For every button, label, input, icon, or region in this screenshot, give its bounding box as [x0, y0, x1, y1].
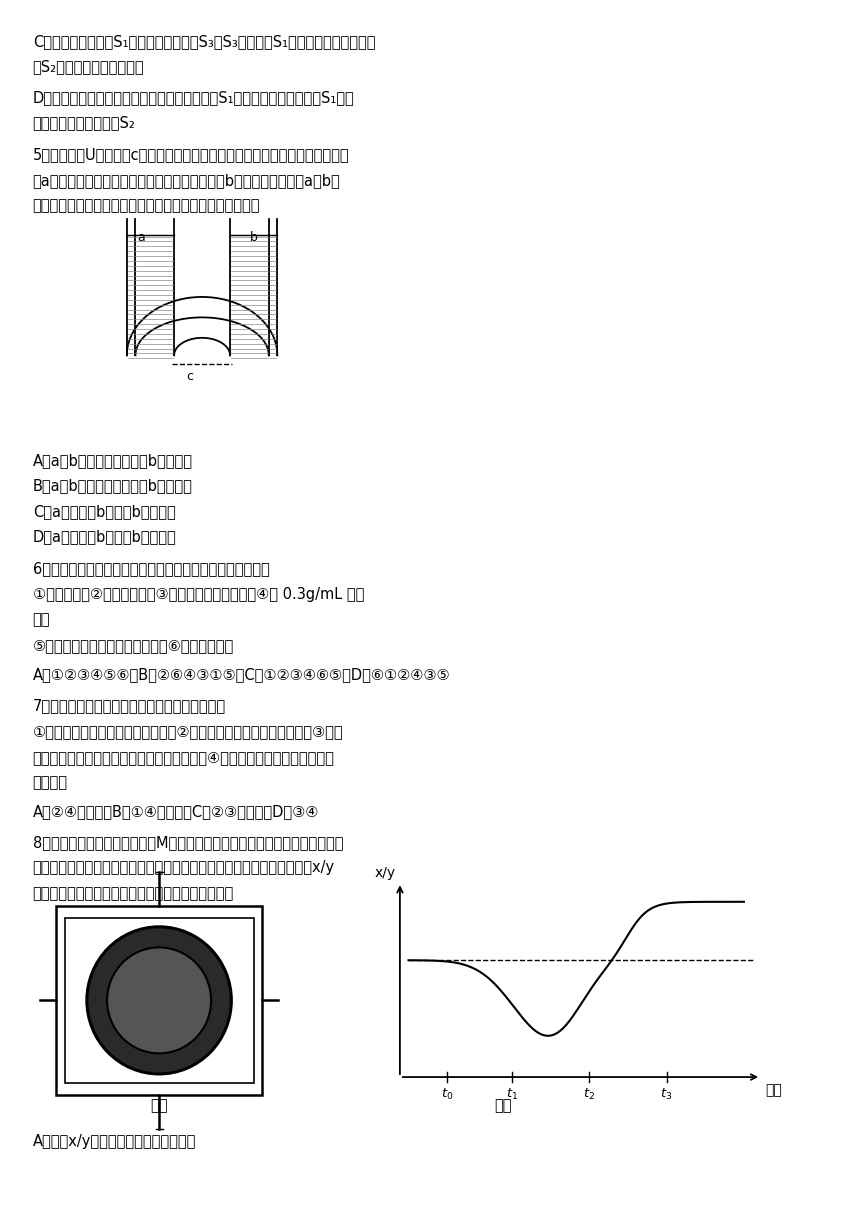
Text: 7．植物细胞能发生质壁分离的原因包括（　　）: 7．植物细胞能发生质壁分离的原因包括（ ） [33, 699, 226, 713]
Text: A．随着x/y值增大，细胞吸水能力增强: A．随着x/y值增大，细胞吸水能力增强 [33, 1134, 196, 1149]
Text: $t_2$: $t_2$ [583, 1087, 595, 1101]
Bar [64, 918, 254, 1083]
Text: $t_1$: $t_1$ [506, 1087, 518, 1101]
Text: c: c [187, 370, 194, 383]
Text: 值随时间的变化曲线图。下列叙述正确的是（　　）: 值随时间的变化曲线图。下列叙述正确的是（ ） [33, 886, 234, 901]
Text: A．a、b两液面高度一致，b侧为无色: A．a、b两液面高度一致，b侧为无色 [33, 453, 193, 467]
Text: y: y [148, 955, 157, 969]
Text: 图二: 图二 [494, 1098, 512, 1112]
Bar [56, 905, 262, 1095]
Text: 侧液面高度一致。经过一段时间后，实验结果将是（　　）: 侧液面高度一致。经过一段时间后，实验结果将是（ ） [33, 198, 261, 213]
Text: 溶液: 溶液 [33, 612, 50, 627]
Text: b: b [249, 231, 257, 243]
Ellipse shape [87, 927, 231, 1073]
Text: x/y: x/y [374, 865, 396, 880]
Text: A．①②③④⑤⑥　B．②⑥④③①⑤　C．①②③④⑥⑤　D．⑥①②④③⑤: A．①②③④⑤⑥ B．②⑥④③①⑤ C．①②③④⑥⑤ D．⑥①②④③⑤ [33, 667, 451, 682]
Text: D．a液面高于b液面，b侧为无色: D．a液面高于b液面，b侧为无色 [33, 529, 176, 544]
Text: 在a侧加入红色的细胞色素（蛋白质）的水溶液，b侧加入清水，并使a、b两: 在a侧加入红色的细胞色素（蛋白质）的水溶液，b侧加入清水，并使a、b两 [33, 173, 341, 187]
Text: $t_3$: $t_3$ [660, 1087, 673, 1101]
Text: 的伸缩性: 的伸缩性 [33, 775, 68, 790]
Text: x: x [148, 991, 157, 1005]
Text: 为显微镜下观察到的该细胞的某一时刻示意图，图二为实验过程中测得其x/y: 为显微镜下观察到的该细胞的某一时刻示意图，图二为实验过程中测得其x/y [33, 860, 335, 875]
Text: C．若仅将蔗糖溶液S₁换成等量蔗糖溶液S₃（S₃浓度高于S₁），其余不变，则平衡: C．若仅将蔗糖溶液S₁换成等量蔗糖溶液S₃（S₃浓度高于S₁），其余不变，则平衡 [33, 34, 375, 49]
Text: 壁的伸缩性大于原生质层的伸缩性　　　　　④原生质层的伸缩性大于细胞壁: 壁的伸缩性大于原生质层的伸缩性 ④原生质层的伸缩性大于细胞壁 [33, 750, 335, 764]
Text: ①外界溶液浓度小于细胞液浓度　　②细胞液浓度小于外界溶液浓度　③细胞: ①外界溶液浓度小于细胞液浓度 ②细胞液浓度小于外界溶液浓度 ③细胞 [33, 724, 343, 739]
Ellipse shape [108, 947, 211, 1054]
Text: A．②④　　　　B．①④　　　　C．②③　　　　D．③④: A．②④ B．①④ C．②③ D．③④ [33, 804, 319, 819]
Text: 6．观察植物细胞质壁分离与复原实验的正确顺序是（　　）: 6．观察植物细胞质壁分离与复原实验的正确顺序是（ ） [33, 561, 269, 576]
Text: 图一: 图一 [150, 1098, 168, 1112]
Text: D．若半透膜允许单糖通过，如图渗透平衡时向S₁中加入少量蔗糖酶，则S₁液面: D．若半透膜允许单糖通过，如图渗透平衡时向S₁中加入少量蔗糖酶，则S₁液面 [33, 90, 354, 105]
Text: ⑤观察细胞质壁分离复原　　　　⑥观察正常细胞: ⑤观察细胞质壁分离复原 ⑥观察正常细胞 [33, 638, 234, 652]
Text: 8．某兴趣小组利用一定浓度的M溶液处理紫色洋葱鳞片叶外表皮细胞，下图一: 8．某兴趣小组利用一定浓度的M溶液处理紫色洋葱鳞片叶外表皮细胞，下图一 [33, 835, 343, 849]
Text: ①加清水　　②制作装片　　③观察细胞质壁分离　　④加 0.3g/mL 蔗糖: ①加清水 ②制作装片 ③观察细胞质壁分离 ④加 0.3g/mL 蔗糖 [33, 587, 364, 601]
Text: a: a [138, 231, 145, 243]
Text: 5．如图，在U形管中部c处装有半透膜（蛋白质不能透过，水分子可以透过），: 5．如图，在U形管中部c处装有半透膜（蛋白质不能透过，水分子可以透过）， [33, 147, 349, 162]
Text: 时间: 时间 [765, 1083, 782, 1098]
Text: 将先上升后下降至低于S₂: 将先上升后下降至低于S₂ [33, 116, 136, 130]
Text: $t_0$: $t_0$ [441, 1087, 453, 1101]
Text: 时S₂浓度换之后低于换之前: 时S₂浓度换之后低于换之前 [33, 60, 144, 74]
Text: B．a、b两液面高度一致，b侧为红色: B．a、b两液面高度一致，b侧为红色 [33, 478, 193, 493]
Text: C．a液面低于b液面，b侧为红色: C．a液面低于b液面，b侧为红色 [33, 504, 175, 518]
